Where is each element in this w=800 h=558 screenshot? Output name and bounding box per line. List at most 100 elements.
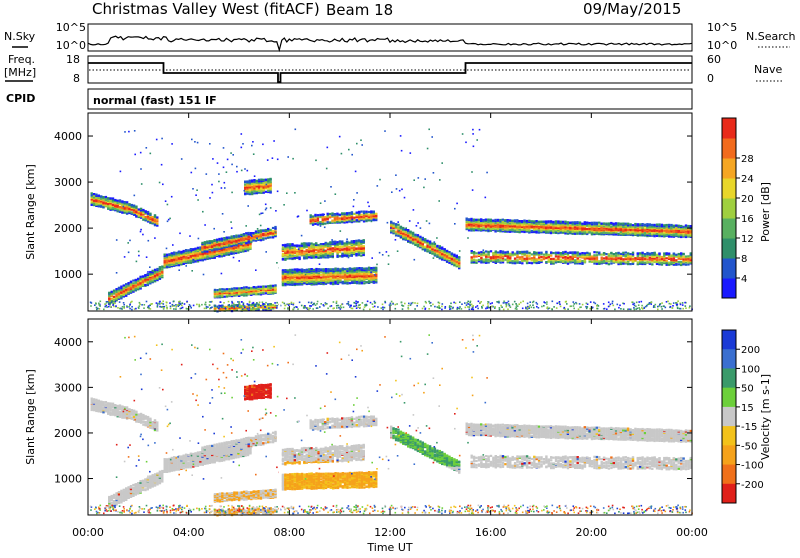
power-cell bbox=[201, 242, 203, 244]
power-cell bbox=[426, 240, 428, 242]
power-cell bbox=[574, 221, 576, 223]
power-cell bbox=[348, 221, 350, 223]
power-cell bbox=[547, 224, 549, 226]
power-cell bbox=[325, 268, 327, 270]
power-cell bbox=[310, 245, 312, 247]
power-cell bbox=[100, 195, 102, 197]
power-cell bbox=[528, 262, 530, 264]
nave-tick-bottom: 0 bbox=[707, 72, 714, 85]
power-cell bbox=[301, 268, 303, 270]
power-cell bbox=[572, 221, 574, 223]
power-cell bbox=[487, 251, 489, 253]
power-cell bbox=[308, 247, 310, 249]
power-cell bbox=[550, 260, 552, 262]
power-cell bbox=[113, 296, 115, 298]
power-cell bbox=[395, 223, 397, 225]
power-cell bbox=[256, 180, 258, 182]
power-cell bbox=[161, 266, 163, 268]
power-cell bbox=[675, 233, 677, 235]
power-cell bbox=[625, 223, 627, 225]
noise-panel-frame bbox=[88, 24, 692, 51]
power-cell bbox=[233, 287, 235, 289]
power-cell bbox=[471, 250, 473, 252]
power-cell bbox=[252, 232, 254, 234]
power-cell bbox=[348, 212, 350, 214]
power-cell bbox=[257, 286, 259, 288]
power-cell bbox=[156, 222, 158, 224]
power-cell bbox=[355, 247, 357, 249]
power-cell bbox=[548, 254, 550, 256]
power-cell bbox=[114, 199, 116, 201]
power-cell bbox=[253, 286, 255, 288]
power-cell bbox=[109, 207, 111, 209]
power-cell bbox=[538, 259, 540, 261]
power-cell bbox=[341, 246, 343, 248]
power-cell bbox=[390, 221, 392, 223]
power-cell bbox=[240, 234, 242, 236]
power-cell bbox=[260, 233, 262, 235]
power-cell bbox=[332, 279, 334, 281]
power-cell bbox=[663, 230, 665, 232]
power-cell bbox=[555, 255, 557, 257]
noise-tick-right-bottom: 10^0 bbox=[707, 39, 737, 52]
power-cell bbox=[325, 256, 327, 258]
power-cell bbox=[356, 212, 358, 214]
power-cell bbox=[315, 252, 317, 254]
power-cell bbox=[154, 219, 156, 221]
power-cell bbox=[282, 247, 284, 249]
power-cell bbox=[329, 221, 331, 223]
power-cell bbox=[349, 274, 351, 276]
power-cell bbox=[576, 221, 578, 223]
power-cell bbox=[164, 254, 166, 256]
beam-label: Beam 18 bbox=[326, 1, 393, 19]
power-cell bbox=[339, 214, 341, 216]
power-cell bbox=[349, 282, 351, 284]
power-cell bbox=[458, 256, 460, 258]
power-cell bbox=[533, 259, 535, 261]
power-cell bbox=[504, 255, 506, 257]
power-cell bbox=[567, 221, 569, 223]
power-cell bbox=[448, 262, 450, 264]
power-cell bbox=[228, 236, 230, 238]
power-cell bbox=[274, 226, 276, 228]
power-cell bbox=[125, 283, 127, 285]
power-cell bbox=[216, 246, 218, 248]
power-cell bbox=[135, 288, 137, 290]
power-cell bbox=[115, 288, 117, 290]
power-cell bbox=[480, 260, 482, 262]
power-cell bbox=[586, 228, 588, 230]
power-cell bbox=[317, 244, 319, 246]
power-cell bbox=[680, 225, 682, 227]
power-cell bbox=[211, 240, 213, 242]
power-cell bbox=[360, 216, 362, 218]
freq-label-line1: Freq. bbox=[8, 53, 35, 66]
power-cell bbox=[329, 241, 331, 243]
power-cell bbox=[363, 282, 365, 284]
power-cell bbox=[334, 250, 336, 252]
power-cell bbox=[439, 245, 441, 247]
power-cell bbox=[102, 201, 104, 203]
power-cell bbox=[473, 219, 475, 221]
power-cell bbox=[363, 239, 365, 241]
power-cell bbox=[422, 237, 424, 239]
freq-panel: Freq. [MHz] 18 8 60 0 Nave bbox=[4, 53, 784, 85]
power-cell bbox=[258, 179, 260, 181]
power-cell bbox=[341, 240, 343, 242]
power-cell bbox=[233, 243, 235, 245]
power-cell bbox=[552, 252, 554, 254]
power-cell bbox=[666, 224, 668, 226]
power-cell bbox=[673, 225, 675, 227]
power-cell bbox=[199, 246, 201, 248]
power-cell bbox=[562, 251, 564, 253]
power-cell bbox=[346, 212, 348, 214]
power-cell bbox=[187, 257, 189, 259]
power-cell bbox=[263, 179, 265, 181]
power-cell bbox=[666, 228, 668, 230]
power-cell bbox=[492, 223, 494, 225]
power-cell bbox=[287, 250, 289, 252]
power-cell bbox=[444, 248, 446, 250]
power-cell bbox=[533, 220, 535, 222]
power-cell bbox=[499, 262, 501, 264]
power-cell bbox=[365, 211, 367, 213]
power-cell bbox=[531, 262, 533, 264]
